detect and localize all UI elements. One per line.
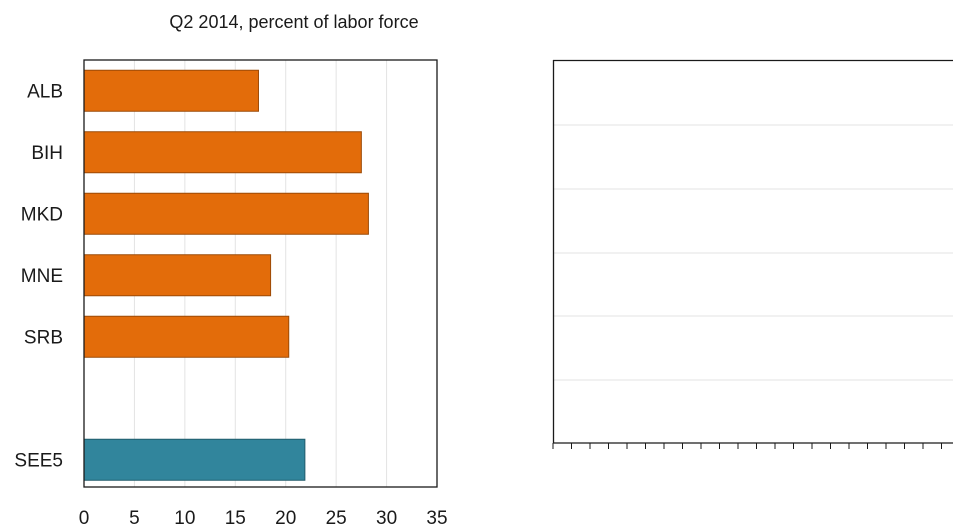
x-tick-label-15: 15	[225, 508, 246, 529]
x-tick-label-10: 10	[174, 508, 195, 529]
x-tick-label-5: 5	[129, 508, 140, 529]
plot-frame	[83, 59, 438, 488]
empty-chart-panel	[552, 59, 953, 449]
chart-title: Q2 2014, percent of labor force	[169, 12, 418, 32]
bar-mkd	[83, 192, 369, 235]
bar-bih	[83, 131, 362, 174]
x-tick-label-20: 20	[275, 508, 296, 529]
category-label-srb: SRB	[24, 327, 63, 348]
bar-chart-panel: Q2 2014, percent of labor force ALB BIH MK…	[14, 12, 447, 529]
bar-srb	[83, 315, 290, 358]
x-tick-label-0: 0	[79, 508, 90, 529]
x-tick-label-35: 35	[426, 508, 447, 529]
bars	[83, 69, 369, 481]
x-tick-label-25: 25	[326, 508, 347, 529]
category-label-mkd: MKD	[21, 204, 63, 225]
category-label-see5: SEE5	[14, 450, 63, 471]
right-x-axis-ticks	[552, 443, 942, 449]
bar-see5	[83, 438, 306, 481]
category-labels: ALB BIH MKD MNE SRB SEE5	[14, 81, 63, 471]
category-label-alb: ALB	[27, 81, 63, 102]
category-label-bih: BIH	[31, 143, 63, 164]
right-gridlines	[553, 124, 953, 381]
bar-alb	[83, 69, 259, 112]
bar-mne	[83, 254, 272, 297]
x-tick-labels: 0 5 10 15 20 25 30 35	[79, 508, 448, 529]
x-tick-label-30: 30	[376, 508, 397, 529]
category-label-mne: MNE	[21, 266, 63, 287]
